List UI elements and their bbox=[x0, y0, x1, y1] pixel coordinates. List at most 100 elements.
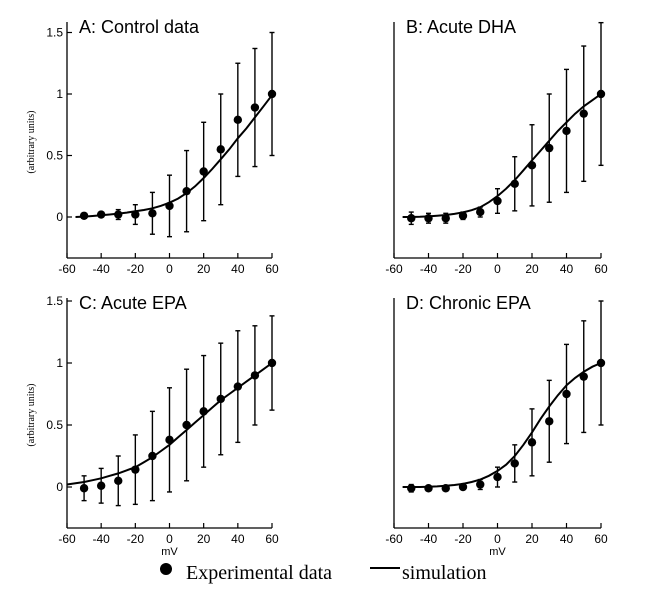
panel-2: -60 -40 -20 0 20 40 60 B: Acute DHA bbox=[385, 17, 608, 276]
data-point bbox=[596, 358, 606, 368]
y-tick-label: 0 bbox=[56, 210, 63, 224]
x-tick-label: 60 bbox=[594, 532, 608, 546]
x-tick-label: -20 bbox=[454, 532, 472, 546]
legend-experimental-label: Experimental data bbox=[186, 562, 332, 584]
data-point bbox=[579, 372, 588, 381]
data-point bbox=[441, 214, 450, 223]
data-point bbox=[79, 211, 89, 220]
x-tick-label: -60 bbox=[385, 262, 403, 276]
x-axis-label: mV bbox=[489, 546, 506, 558]
x-tick-label: -40 bbox=[420, 532, 438, 546]
data-point bbox=[476, 207, 485, 217]
data-point bbox=[267, 358, 277, 368]
data-point bbox=[407, 214, 416, 223]
x-tick-label: -40 bbox=[92, 532, 110, 546]
data-point bbox=[131, 210, 140, 219]
x-axis-label: mV bbox=[161, 546, 178, 558]
panel-title: B: Acute DHA bbox=[406, 17, 516, 37]
y-tick-label: 1 bbox=[56, 356, 63, 370]
x-tick-label: -20 bbox=[454, 262, 472, 276]
data-point bbox=[441, 484, 450, 493]
y-tick-label: 1 bbox=[56, 87, 63, 101]
y-tick-label: 0.5 bbox=[46, 149, 63, 163]
data-point bbox=[545, 417, 554, 426]
data-point bbox=[199, 407, 208, 416]
data-point bbox=[527, 161, 537, 170]
panel-title: A: Control data bbox=[79, 17, 200, 37]
data-point bbox=[407, 484, 416, 493]
data-point bbox=[96, 481, 106, 490]
data-point bbox=[131, 465, 140, 474]
x-tick-label: 40 bbox=[231, 532, 245, 546]
data-point bbox=[527, 438, 537, 447]
simulation-line bbox=[402, 362, 602, 488]
x-tick-label: 40 bbox=[231, 262, 245, 276]
data-point bbox=[267, 89, 277, 99]
data-point bbox=[199, 167, 208, 176]
data-point bbox=[562, 126, 571, 136]
x-tick-label: 60 bbox=[594, 262, 608, 276]
x-tick-label: -20 bbox=[127, 262, 145, 276]
x-tick-label: -60 bbox=[58, 532, 76, 546]
y-axis-label: (arbitrary units) bbox=[26, 383, 37, 446]
x-tick-label: -20 bbox=[127, 532, 145, 546]
x-tick-label: 40 bbox=[560, 532, 574, 546]
y-tick-label: 0.5 bbox=[46, 418, 63, 432]
x-tick-label: 60 bbox=[265, 532, 279, 546]
x-tick-label: -40 bbox=[92, 262, 110, 276]
data-point bbox=[216, 145, 225, 154]
legend-marker-dot bbox=[160, 563, 172, 575]
x-tick-label: 0 bbox=[494, 262, 501, 276]
data-point bbox=[79, 484, 89, 493]
data-point bbox=[596, 89, 606, 99]
panel-4: -60 -40 -20 0 20 40 60 D: Chronic EPA mV bbox=[385, 293, 608, 558]
data-point bbox=[182, 186, 191, 196]
x-tick-label: 20 bbox=[197, 532, 211, 546]
x-tick-label: -60 bbox=[385, 532, 403, 546]
simulation-line bbox=[402, 93, 602, 218]
panel-1: -60 -40 -20 0 20 40 60 0 0.5 1 1.5 A: Control data (… bbox=[26, 17, 279, 276]
data-point bbox=[233, 115, 243, 125]
x-tick-label: 20 bbox=[525, 262, 539, 276]
x-tick-label: -60 bbox=[58, 262, 76, 276]
data-point bbox=[476, 480, 485, 489]
x-tick-label: 20 bbox=[197, 262, 211, 276]
x-tick-label: 20 bbox=[525, 532, 539, 546]
data-point bbox=[579, 109, 588, 118]
x-tick-label: -40 bbox=[420, 262, 438, 276]
legend: Experimental data simulation bbox=[160, 562, 486, 584]
data-point bbox=[165, 435, 174, 445]
legend-simulation-label: simulation bbox=[402, 562, 486, 584]
data-point bbox=[148, 209, 157, 218]
y-tick-label: 0 bbox=[56, 480, 63, 494]
data-point bbox=[545, 143, 554, 153]
data-point bbox=[493, 196, 502, 206]
data-point bbox=[114, 476, 123, 485]
data-point bbox=[148, 451, 157, 461]
data-point bbox=[458, 211, 468, 220]
panel-title: D: Chronic EPA bbox=[406, 293, 531, 313]
simulation-line bbox=[75, 94, 273, 218]
y-tick-label: 1.5 bbox=[46, 26, 63, 40]
data-point bbox=[493, 472, 502, 482]
data-point bbox=[216, 394, 225, 404]
data-point bbox=[182, 420, 191, 430]
data-point bbox=[96, 210, 106, 219]
data-point bbox=[510, 179, 519, 188]
x-tick-label: 0 bbox=[494, 532, 501, 546]
data-point bbox=[424, 484, 433, 493]
x-tick-label: 40 bbox=[560, 262, 574, 276]
data-point bbox=[165, 201, 174, 211]
data-point bbox=[458, 482, 468, 492]
x-tick-label: 0 bbox=[166, 532, 173, 546]
y-tick-label: 1.5 bbox=[46, 294, 63, 308]
data-point bbox=[510, 459, 519, 468]
panel-3: -60 -40 -20 0 20 40 60 0 0.5 1 1.5 C: Acute EPA (arb… bbox=[26, 293, 279, 558]
y-axis-label: (arbitrary units) bbox=[26, 110, 37, 173]
x-tick-label: 0 bbox=[166, 262, 173, 276]
panels: -60 -40 -20 0 20 40 60 0 0.5 1 1.5 A: Control data (… bbox=[26, 17, 608, 558]
x-tick-label: 60 bbox=[265, 262, 279, 276]
data-point bbox=[250, 103, 260, 112]
